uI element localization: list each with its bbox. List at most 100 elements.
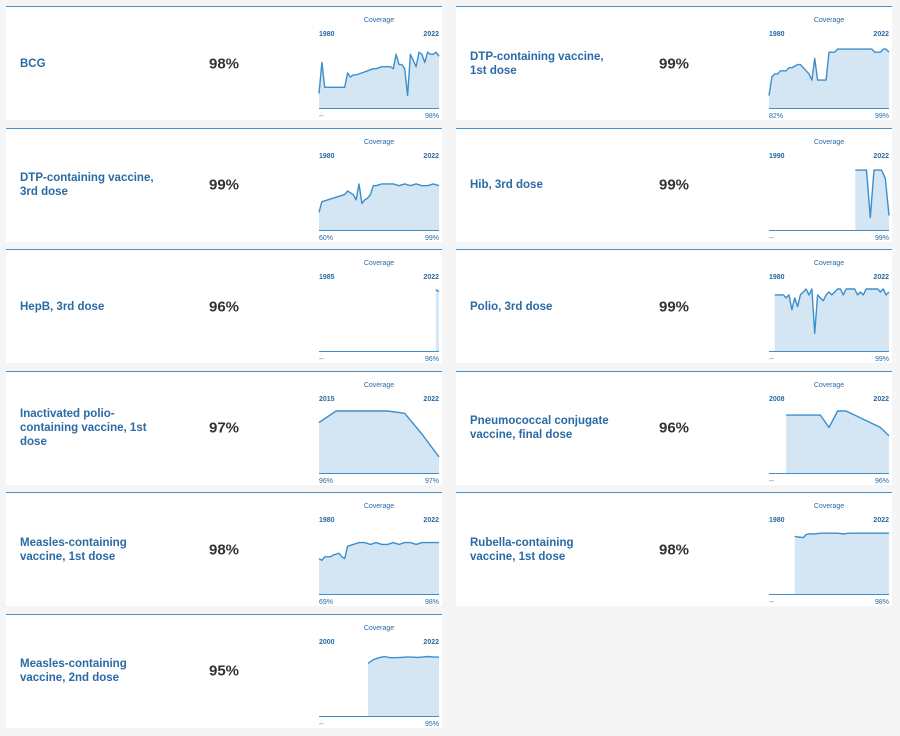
max-value-label: 99% — [875, 356, 889, 363]
coverage-line — [774, 288, 890, 335]
max-value-label: 99% — [425, 235, 439, 242]
vaccine-name: Pneumococcal conjugate vaccine, final do… — [470, 415, 609, 441]
start-year-label: 1980 — [319, 517, 335, 524]
coverage-area — [319, 542, 439, 594]
coverage-chart: Coverage 2015 2022 96% 97% — [318, 382, 440, 485]
end-year-label: 2022 — [423, 396, 439, 403]
vaccine-name: Measles-containing vaccine, 1st dose — [20, 536, 127, 563]
coverage-chart: Coverage 1980 2022 82% 99% — [768, 17, 890, 120]
coverage-line — [318, 409, 440, 457]
start-year-label: 1980 — [319, 153, 335, 160]
vaccine-card: Rubella-containing vaccine, 1st dose 98% C… — [456, 492, 892, 606]
vaccine-card: Hib, 3rd dose 99% Coverage 1990 2022 -- 99% — [456, 127, 892, 242]
vaccine-name: HepB, 3rd dose — [20, 300, 105, 313]
max-value-label: 95% — [425, 721, 439, 728]
end-year-label: 2022 — [423, 639, 439, 646]
coverage-value: 99% — [659, 176, 690, 194]
chart-title: Coverage — [364, 503, 394, 510]
coverage-value: 96% — [209, 298, 240, 315]
chart-title: Coverage — [364, 382, 394, 389]
chart-title: Coverage — [814, 17, 844, 24]
end-year-label: 2022 — [423, 153, 439, 160]
vaccine-card: Inactivated polio-containing vaccine, 1s… — [6, 370, 442, 485]
coverage-value: 98% — [209, 541, 240, 558]
coverage-chart: Coverage 2008 2022 -- 96% — [769, 382, 890, 485]
max-value-label: 96% — [875, 478, 889, 485]
coverage-area — [319, 183, 439, 230]
coverage-value: 99% — [659, 298, 690, 315]
vaccine-card: Pneumococcal conjugate vaccine, final do… — [456, 370, 892, 485]
coverage-area — [774, 289, 889, 351]
max-value-label: 99% — [875, 113, 889, 120]
end-year-label: 2022 — [423, 274, 439, 281]
coverage-line — [318, 182, 440, 212]
min-value-label: -- — [769, 356, 774, 363]
chart-title: Coverage — [364, 17, 394, 24]
coverage-chart: Coverage 2000 2022 -- 95% — [319, 625, 439, 728]
coverage-value: 95% — [209, 662, 240, 680]
chart-title: Coverage — [814, 139, 844, 146]
chart-title: Coverage — [364, 260, 394, 267]
start-year-label: 1980 — [769, 517, 785, 524]
chart-title: Coverage — [814, 503, 844, 510]
vaccine-name: Hib, 3rd dose — [470, 179, 543, 191]
vaccine-card: BCG 98% Coverage 1980 2022 -- 98% — [6, 6, 442, 120]
coverage-area — [794, 533, 889, 594]
coverage-chart: Coverage 1980 2022 -- 98% — [769, 503, 889, 606]
start-year-label: 1980 — [319, 31, 335, 38]
chart-title: Coverage — [364, 625, 394, 632]
max-value-label: 98% — [425, 599, 439, 606]
start-year-label: 1980 — [769, 31, 785, 38]
coverage-chart: Coverage 1990 2022 -- 99% — [769, 139, 890, 242]
chart-title: Coverage — [814, 260, 844, 267]
coverage-area — [319, 52, 439, 108]
vaccine-name: Polio, 3rd dose — [470, 300, 553, 313]
max-value-label: 99% — [875, 235, 889, 242]
coverage-line — [855, 168, 890, 218]
max-value-label: 97% — [425, 478, 439, 485]
coverage-area — [319, 410, 439, 473]
coverage-area — [368, 656, 439, 716]
start-year-label: 1980 — [769, 274, 785, 281]
vaccine-card: HepB, 3rd dose 96% Coverage 1985 2022 -- 96% — [6, 249, 442, 363]
coverage-line — [367, 655, 439, 664]
coverage-chart: Coverage 1980 2022 60% 99% — [318, 139, 440, 242]
coverage-line — [435, 288, 440, 293]
coverage-area — [769, 49, 889, 108]
min-value-label: -- — [319, 113, 324, 120]
vaccine-card: Polio, 3rd dose 99% Coverage 1980 2022 -- 99% — [456, 249, 892, 363]
max-value-label: 98% — [875, 599, 889, 606]
coverage-line — [794, 532, 889, 539]
min-value-label: -- — [769, 478, 774, 485]
coverage-value: 99% — [659, 55, 690, 72]
coverage-line — [318, 51, 440, 97]
start-year-label: 1985 — [319, 274, 335, 281]
start-year-label: 2000 — [319, 639, 335, 646]
vaccine-name: DTP-containing vaccine, 3rd dose — [20, 172, 154, 198]
vaccine-name: Inactivated polio-containing vaccine, 1s… — [20, 408, 147, 448]
vaccine-card: DTP-containing vaccine, 1st dose 99% Cover… — [456, 6, 892, 120]
max-value-label: 98% — [425, 113, 439, 120]
vaccine-card: Measles-containing vaccine, 1st dose 98% C… — [6, 492, 442, 606]
coverage-chart: Coverage 1980 2022 -- 98% — [318, 17, 440, 120]
end-year-label: 2022 — [423, 31, 439, 38]
coverage-area — [435, 289, 439, 351]
start-year-label: 2008 — [769, 396, 785, 403]
min-value-label: -- — [769, 599, 774, 606]
end-year-label: 2022 — [873, 153, 889, 160]
coverage-chart: Coverage 1985 2022 -- 96% — [319, 260, 440, 363]
coverage-value: 96% — [659, 419, 690, 437]
chart-title: Coverage — [364, 139, 394, 146]
vaccine-card: Measles-containing vaccine, 2nd dose 95% C… — [6, 613, 442, 728]
min-value-label: 96% — [319, 478, 333, 485]
coverage-line — [318, 541, 439, 562]
coverage-line — [786, 409, 890, 436]
min-value-label: -- — [769, 235, 774, 242]
end-year-label: 2022 — [873, 396, 889, 403]
coverage-value: 98% — [659, 541, 690, 558]
min-value-label: -- — [319, 721, 324, 728]
min-value-label: 60% — [319, 235, 333, 242]
coverage-value: 97% — [209, 419, 240, 437]
start-year-label: 2015 — [319, 396, 335, 403]
vaccine-card: DTP-containing vaccine, 3rd dose 99% Cover… — [6, 127, 442, 242]
